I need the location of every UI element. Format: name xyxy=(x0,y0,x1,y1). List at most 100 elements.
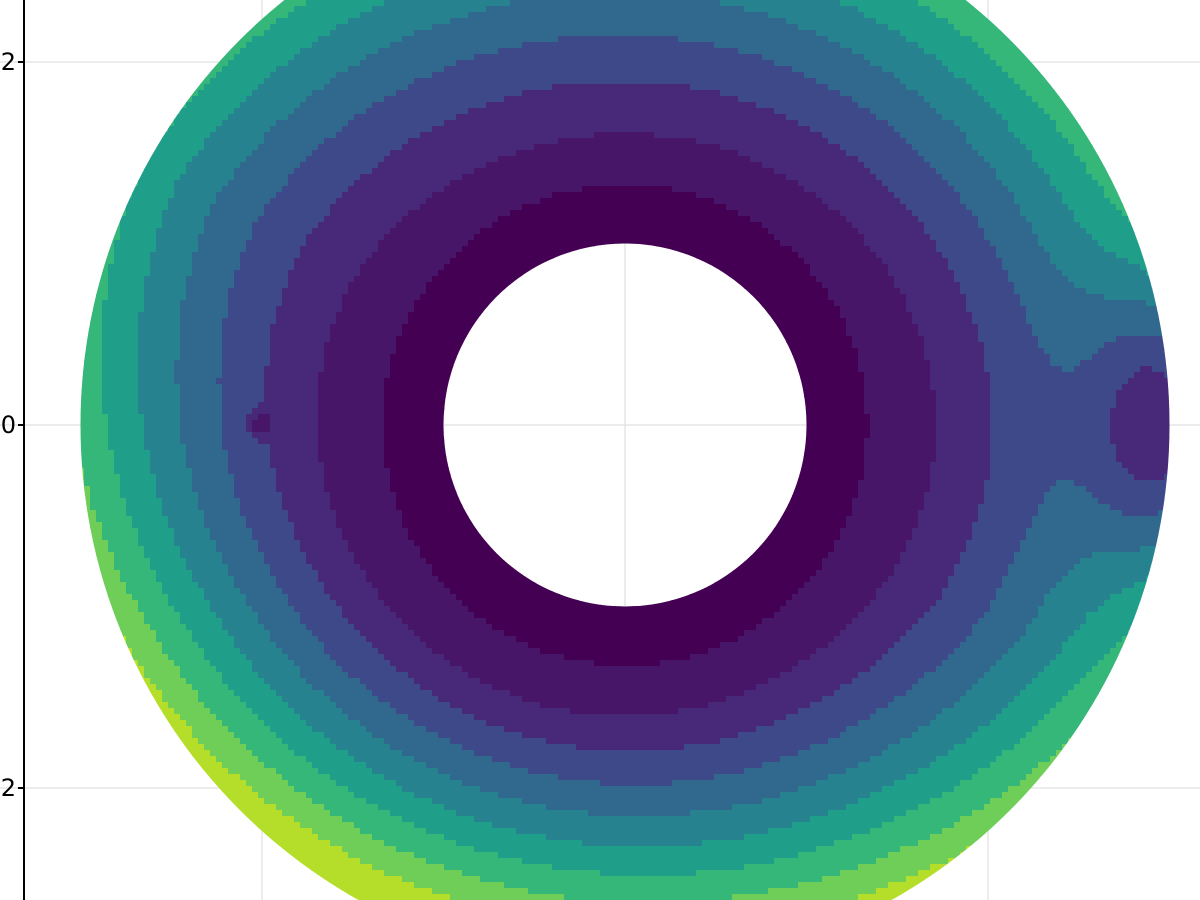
contour-cell-level-7 xyxy=(144,150,151,157)
contour-cell-level-5 xyxy=(204,192,211,199)
contour-cell-level-5 xyxy=(270,84,277,91)
contour-cell-level-4 xyxy=(888,78,895,85)
contour-cell-level-4 xyxy=(726,30,733,37)
contour-cell-level-3 xyxy=(846,108,853,115)
contour-cell-level-3 xyxy=(690,48,697,55)
contour-cell-level-6 xyxy=(168,132,175,139)
contour-cell-level-1 xyxy=(696,156,703,163)
contour-cell-level-3 xyxy=(330,150,337,157)
contour-cell-level-1 xyxy=(648,144,655,151)
contour-cell-level-5 xyxy=(1002,174,1009,181)
contour-cell-level-7 xyxy=(1092,144,1099,151)
contour-cell-level-2 xyxy=(804,180,811,187)
contour-cell-level-3 xyxy=(306,198,313,205)
contour-cell-level-4 xyxy=(300,114,307,121)
contour-cell-level-4 xyxy=(558,18,565,25)
contour-cell-level-1 xyxy=(612,132,619,139)
contour-cell-level-6 xyxy=(960,66,967,73)
contour-cell-level-3 xyxy=(534,42,541,49)
contour-cell-level-6 xyxy=(1062,144,1069,151)
contour-cell-level-3 xyxy=(942,180,949,187)
contour-cell-level-3 xyxy=(756,60,763,67)
contour-cell-level-5 xyxy=(450,6,457,13)
contour-cell-level-2 xyxy=(690,90,697,97)
contour-cell-level-5 xyxy=(372,6,379,13)
contour-cell-level-5 xyxy=(246,150,253,157)
contour-cell-level-2 xyxy=(576,108,583,115)
contour-cell-level-3 xyxy=(882,126,889,133)
contour-cell-level-4 xyxy=(264,162,271,169)
contour-cell-level-3 xyxy=(690,54,697,61)
contour-cell-level-3 xyxy=(840,132,847,139)
contour-cell-level-4 xyxy=(522,12,529,19)
contour-cell-level-4 xyxy=(366,96,373,103)
contour-cell-level-1 xyxy=(666,180,673,187)
contour-cell-level-4 xyxy=(918,114,925,121)
contour-cell-level-4 xyxy=(390,72,397,79)
contour-cell-level-2 xyxy=(564,126,571,133)
contour-cell-level-3 xyxy=(324,180,331,187)
contour-cell-level-6 xyxy=(234,66,241,73)
contour-cell-level-6 xyxy=(948,60,955,67)
contour-cell-level-4 xyxy=(228,180,235,187)
contour-cell-level-5 xyxy=(420,18,427,25)
contour-cell-level-3 xyxy=(576,66,583,73)
contour-cell-level-5 xyxy=(1014,174,1021,181)
contour-cell-level-4 xyxy=(924,114,931,121)
contour-cell-level-1 xyxy=(492,174,499,181)
contour-cell-level-6 xyxy=(210,102,217,109)
contour-cell-level-2 xyxy=(744,144,751,151)
contour-cell-level-3 xyxy=(906,168,913,175)
contour-cell-level-6 xyxy=(1068,144,1075,151)
contour-cell-level-7 xyxy=(1038,96,1045,103)
contour-cell-level-4 xyxy=(900,102,907,109)
contour-cell-level-3 xyxy=(888,144,895,151)
contour-cell-level-6 xyxy=(204,90,211,97)
contour-cell-level-2 xyxy=(360,180,367,187)
contour-cell-level-2 xyxy=(582,84,589,91)
contour-cell-level-5 xyxy=(426,0,433,7)
contour-cell-level-6 xyxy=(1080,192,1087,199)
contour-cell-level-2 xyxy=(624,120,631,127)
contour-cell-level-7 xyxy=(1086,138,1093,145)
contour-cell-level-3 xyxy=(948,186,955,193)
contour-cell-level-6 xyxy=(966,66,973,73)
contour-cell-level-4 xyxy=(960,156,967,163)
contour-cell-level-2 xyxy=(480,120,487,127)
contour-cell-level-6 xyxy=(240,96,247,103)
contour-cell-level-3 xyxy=(366,162,373,169)
contour-cell-level-5 xyxy=(984,120,991,127)
contour-cell-level-3 xyxy=(360,114,367,121)
contour-cell-level-5 xyxy=(1026,162,1033,169)
contour-cell-level-5 xyxy=(930,60,937,67)
contour-cell-level-3 xyxy=(762,90,769,97)
contour-cell-level-7 xyxy=(1032,96,1039,103)
contour-cell-level-3 xyxy=(444,66,451,73)
contour-cell-level-4 xyxy=(894,96,901,103)
contour-cell-level-2 xyxy=(756,150,763,157)
contour-cell-level-1 xyxy=(582,174,589,181)
contour-cell-level-3 xyxy=(534,48,541,55)
contour-cell-level-3 xyxy=(828,132,835,139)
contour-cell-level-7 xyxy=(1098,144,1105,151)
contour-cell-level-3 xyxy=(492,96,499,103)
contour-cell-level-5 xyxy=(966,132,973,139)
contour-cell-level-4 xyxy=(654,30,661,37)
contour-cell-level-5 xyxy=(822,6,829,13)
contour-cell-level-3 xyxy=(684,60,691,67)
contour-cell-level-5 xyxy=(384,30,391,37)
contour-cell-level-2 xyxy=(438,126,445,133)
contour-cell-level-7 xyxy=(1044,96,1051,103)
contour-cell-level-3 xyxy=(858,156,865,163)
contour-cell-level-5 xyxy=(312,84,319,91)
contour-cell-level-4 xyxy=(390,66,397,73)
contour-cell-level-4 xyxy=(468,30,475,37)
contour-cell-level-6 xyxy=(360,0,367,7)
contour-cell-level-6 xyxy=(174,132,181,139)
contour-cell-level-5 xyxy=(450,12,457,19)
contour-cell-level-2 xyxy=(366,174,373,181)
contour-cell-level-4 xyxy=(324,102,331,109)
contour-cell-level-5 xyxy=(288,96,295,103)
contour-cell-level-4 xyxy=(570,12,577,19)
contour-cell-level-4 xyxy=(510,30,517,37)
